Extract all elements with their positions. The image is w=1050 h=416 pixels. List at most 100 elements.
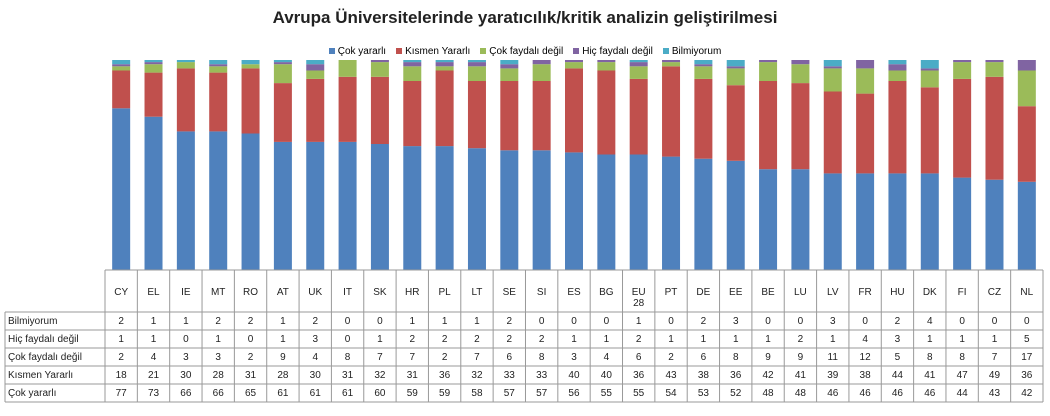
bar-segment bbox=[694, 66, 713, 79]
table-value: 48 bbox=[762, 388, 774, 399]
category-label: BG bbox=[599, 287, 614, 298]
bar-segment bbox=[694, 78, 713, 159]
table-value: 2 bbox=[441, 352, 448, 363]
table-value: 49 bbox=[988, 370, 1001, 381]
table-value: 0 bbox=[344, 316, 351, 327]
bar-segment bbox=[500, 81, 519, 151]
bar-segment bbox=[112, 66, 131, 71]
bar-segment bbox=[726, 68, 745, 86]
bar-segment bbox=[920, 173, 939, 270]
bar-segment bbox=[112, 108, 131, 270]
category-label: PT bbox=[664, 287, 678, 298]
bar-segment bbox=[435, 70, 454, 147]
table-value: 18 bbox=[115, 370, 127, 381]
bar-segment bbox=[144, 62, 163, 65]
category-label: ES bbox=[567, 287, 581, 298]
bar-segment bbox=[403, 81, 422, 147]
table-value: 0 bbox=[959, 316, 965, 327]
legend-swatch bbox=[396, 48, 403, 54]
table-value: 41 bbox=[924, 370, 936, 381]
bar-segment bbox=[565, 62, 583, 69]
row-label: Kısmen Yararlı bbox=[8, 370, 74, 381]
table-value: 4 bbox=[312, 352, 319, 363]
bar-segment bbox=[856, 60, 875, 69]
table-value: 32 bbox=[471, 370, 483, 381]
table-value: 61 bbox=[309, 388, 321, 399]
table-value: 3 bbox=[571, 352, 577, 363]
bar-segment bbox=[920, 87, 939, 174]
table-value: 30 bbox=[180, 370, 192, 381]
bar-segment bbox=[920, 70, 939, 88]
bar-segment bbox=[532, 64, 551, 81]
table-value: 1 bbox=[280, 316, 286, 327]
table-value: 59 bbox=[439, 388, 451, 399]
legend-item: Kısmen Yararlı bbox=[396, 46, 470, 57]
bar-segment bbox=[694, 158, 713, 270]
table-value: 2 bbox=[700, 316, 707, 327]
bar-segment bbox=[403, 146, 422, 270]
bar-segment bbox=[112, 70, 131, 109]
bar-segment bbox=[759, 62, 778, 81]
table-value: 1 bbox=[474, 316, 480, 327]
table-value: 28 bbox=[277, 370, 289, 381]
bar-segment bbox=[629, 62, 648, 67]
bar-segment bbox=[500, 68, 519, 81]
legend-swatch bbox=[662, 48, 669, 54]
bar-segment bbox=[953, 78, 972, 178]
bar-segment bbox=[629, 60, 648, 63]
bar-segment bbox=[597, 70, 616, 155]
bar-segment bbox=[435, 60, 454, 63]
table-value: 0 bbox=[797, 316, 804, 327]
category-label: NL bbox=[1020, 287, 1034, 298]
table-value: 66 bbox=[212, 388, 224, 399]
row-label: Çok faydalı değil bbox=[8, 352, 82, 363]
table-value: 52 bbox=[730, 388, 742, 399]
table-value: 4 bbox=[150, 352, 157, 363]
table-value: 1 bbox=[635, 316, 642, 327]
table-value: 2 bbox=[247, 316, 254, 327]
table-value: 59 bbox=[406, 388, 418, 399]
bar-segment bbox=[273, 62, 292, 65]
table-value: 12 bbox=[859, 352, 871, 363]
table-value: 7 bbox=[377, 352, 383, 363]
bar-segment bbox=[338, 76, 357, 142]
bar-segment bbox=[306, 60, 325, 65]
bar-segment bbox=[1017, 106, 1036, 182]
bar-segment bbox=[662, 156, 681, 270]
bar-segment bbox=[144, 116, 163, 270]
category-label: UK bbox=[308, 287, 323, 298]
bar-segment bbox=[467, 66, 486, 81]
table-value: 7 bbox=[409, 352, 416, 363]
table-value: 0 bbox=[765, 316, 771, 327]
table-value: 57 bbox=[536, 388, 548, 399]
bar-segment bbox=[273, 141, 292, 270]
table-value: 17 bbox=[1021, 352, 1033, 363]
category-label: DK bbox=[922, 287, 937, 298]
bar-segment bbox=[435, 66, 454, 71]
table-value: 6 bbox=[506, 352, 513, 363]
table-value: 3 bbox=[829, 316, 836, 327]
bar-segment bbox=[209, 64, 228, 67]
bar-segment bbox=[500, 150, 519, 270]
table-value: 5 bbox=[1024, 334, 1030, 345]
table-value: 1 bbox=[765, 334, 771, 345]
table-value: 4 bbox=[927, 316, 933, 327]
bar-segment bbox=[1017, 181, 1036, 270]
bar-segment bbox=[144, 60, 163, 63]
table-value: 2 bbox=[474, 334, 480, 345]
bar-segment bbox=[176, 68, 195, 132]
table-value: 48 bbox=[794, 388, 806, 399]
legend-swatch bbox=[573, 48, 580, 54]
table-value: 1 bbox=[991, 334, 998, 345]
table-value: 5 bbox=[894, 352, 901, 363]
legend-label: Çok faydalı değil bbox=[489, 46, 564, 57]
category-label: MT bbox=[210, 287, 226, 298]
table-value: 54 bbox=[665, 388, 677, 399]
table-value: 0 bbox=[862, 316, 868, 327]
table-value: 3 bbox=[215, 352, 221, 363]
bar-segment bbox=[176, 62, 195, 69]
bar-segment bbox=[532, 81, 551, 151]
bar-segment bbox=[209, 131, 228, 270]
table-value: 0 bbox=[991, 316, 998, 327]
